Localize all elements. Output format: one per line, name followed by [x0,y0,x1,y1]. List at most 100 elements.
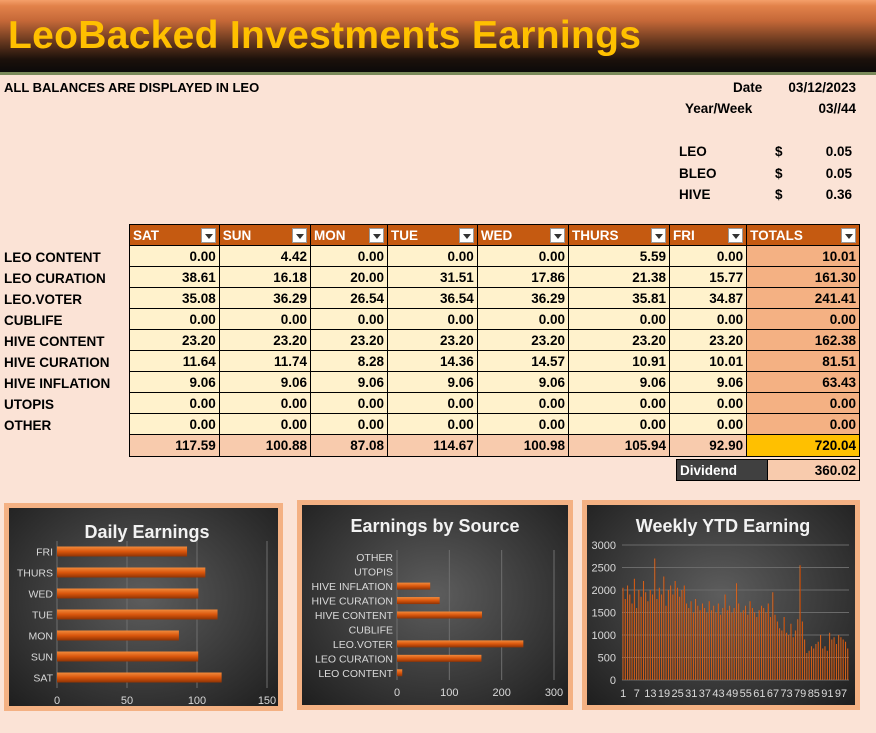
table-cell[interactable]: 0.00 [309,413,389,435]
row-total-cell[interactable]: 0.00 [746,308,860,330]
table-cell[interactable]: 23.20 [669,329,748,351]
table-cell[interactable]: 23.20 [309,329,389,351]
filter-dropdown-icon[interactable] [369,228,385,243]
table-cell[interactable]: 35.08 [129,287,220,309]
table-cell[interactable]: 0.00 [387,308,478,330]
table-cell[interactable]: 0.00 [669,413,748,435]
table-cell[interactable]: 23.20 [387,329,478,351]
bar-mark [397,611,482,619]
table-cell[interactable]: 9.06 [387,371,478,393]
table-cell[interactable]: 0.00 [476,308,570,330]
table-cell[interactable]: 8.28 [309,350,389,372]
filter-dropdown-icon[interactable] [458,228,474,243]
table-cell[interactable]: 10.01 [669,350,748,372]
table-cell[interactable]: 0.00 [669,308,748,330]
table-cell[interactable]: 0.00 [387,392,478,414]
row-total-cell[interactable]: 162.38 [746,329,860,351]
day-sum-cell[interactable]: 100.88 [218,434,311,457]
bar-mark [738,603,740,680]
day-sum-cell[interactable]: 105.94 [568,434,671,457]
bar-mark [831,639,833,680]
bar-mark [726,610,729,680]
table-cell[interactable]: 5.59 [568,245,671,267]
table-cell[interactable]: 0.00 [129,245,220,267]
row-total-cell[interactable]: 63.43 [746,371,860,393]
table-cell[interactable]: 26.54 [309,287,389,309]
table-cell[interactable]: 0.00 [669,245,748,267]
day-sum-cell[interactable]: 117.59 [129,434,220,457]
table-cell[interactable]: 9.06 [568,371,671,393]
bar-mark [57,588,199,599]
filter-dropdown-icon[interactable] [728,228,744,243]
table-cell[interactable]: 14.36 [387,350,478,372]
earnings-by-source-chart[interactable]: Earnings by Source 0 100 200 300 LEO CONTENT L… [297,500,573,710]
table-cell[interactable]: 0.00 [476,392,570,414]
table-cell[interactable]: 20.00 [309,266,389,288]
table-cell[interactable]: 16.18 [218,266,311,288]
filter-dropdown-icon[interactable] [651,228,667,243]
row-total-cell[interactable]: 161.30 [746,266,860,288]
table-cell[interactable]: 36.54 [387,287,478,309]
filter-dropdown-icon[interactable] [550,228,566,243]
day-sum-cell[interactable]: 87.08 [309,434,389,457]
table-cell[interactable]: 0.00 [309,245,389,267]
day-sum-cell[interactable]: 100.98 [476,434,570,457]
table-cell[interactable]: 0.00 [669,392,748,414]
row-total-cell[interactable]: 0.00 [746,392,860,414]
table-cell[interactable]: 10.91 [568,350,671,372]
table-cell[interactable]: 34.87 [669,287,748,309]
row-total-cell[interactable]: 241.41 [746,287,860,309]
table-cell[interactable]: 9.06 [129,371,220,393]
table-cell[interactable]: 0.00 [568,308,671,330]
table-cell[interactable]: 15.77 [669,266,748,288]
grand-total-cell[interactable]: 720.04 [746,434,860,457]
bar-mark [397,654,482,662]
table-cell[interactable]: 4.42 [218,245,311,267]
day-sum-cell[interactable]: 114.67 [387,434,478,457]
table-cell[interactable]: 0.00 [476,245,570,267]
table-cell[interactable]: 0.00 [129,413,220,435]
table-cell[interactable]: 36.29 [476,287,570,309]
filter-dropdown-icon[interactable] [291,228,307,243]
row-total-cell[interactable]: 81.51 [746,350,860,372]
table-cell[interactable]: 0.00 [218,413,311,435]
filter-dropdown-icon[interactable] [841,228,856,243]
table-cell[interactable]: 0.00 [568,413,671,435]
table-cell[interactable]: 23.20 [476,329,570,351]
table-cell[interactable]: 23.20 [129,329,220,351]
table-cell[interactable]: 0.00 [218,392,311,414]
table-cell[interactable]: 0.00 [387,413,478,435]
table-cell[interactable]: 9.06 [309,371,389,393]
daily-earnings-chart[interactable]: Daily Earnings 0 50 100 150 SAT SUN MON TUE WED TH… [4,503,283,711]
table-cell[interactable]: 38.61 [129,266,220,288]
table-cell[interactable]: 9.06 [669,371,748,393]
table-cell[interactable]: 0.00 [476,413,570,435]
table-cell[interactable]: 36.29 [218,287,311,309]
table-cell[interactable]: 11.64 [129,350,220,372]
weekly-ytd-chart[interactable]: Weekly YTD Earning 0 500 1000 1500 2000 2500 30… [582,500,860,710]
table-cell[interactable]: 0.00 [218,308,311,330]
table-cell[interactable]: 0.00 [129,392,220,414]
bar-mark [724,594,726,680]
category-label: FRI [36,547,53,559]
table-cell[interactable]: 11.74 [218,350,311,372]
table-cell[interactable]: 0.00 [129,308,220,330]
row-total-cell[interactable]: 0.00 [746,413,860,435]
table-cell[interactable]: 9.06 [218,371,311,393]
table-cell[interactable]: 35.81 [568,287,671,309]
table-cell[interactable]: 31.51 [387,266,478,288]
table-cell[interactable]: 0.00 [309,392,389,414]
category-label: TUE [32,610,53,622]
table-cell[interactable]: 0.00 [309,308,389,330]
table-cell[interactable]: 0.00 [387,245,478,267]
table-cell[interactable]: 23.20 [568,329,671,351]
table-cell[interactable]: 9.06 [476,371,570,393]
table-cell[interactable]: 21.38 [568,266,671,288]
table-cell[interactable]: 17.86 [476,266,570,288]
table-cell[interactable]: 14.57 [476,350,570,372]
table-cell[interactable]: 0.00 [568,392,671,414]
day-sum-cell[interactable]: 92.90 [669,434,748,457]
row-total-cell[interactable]: 10.01 [746,245,860,267]
table-cell[interactable]: 23.20 [218,329,311,351]
filter-dropdown-icon[interactable] [200,228,216,243]
